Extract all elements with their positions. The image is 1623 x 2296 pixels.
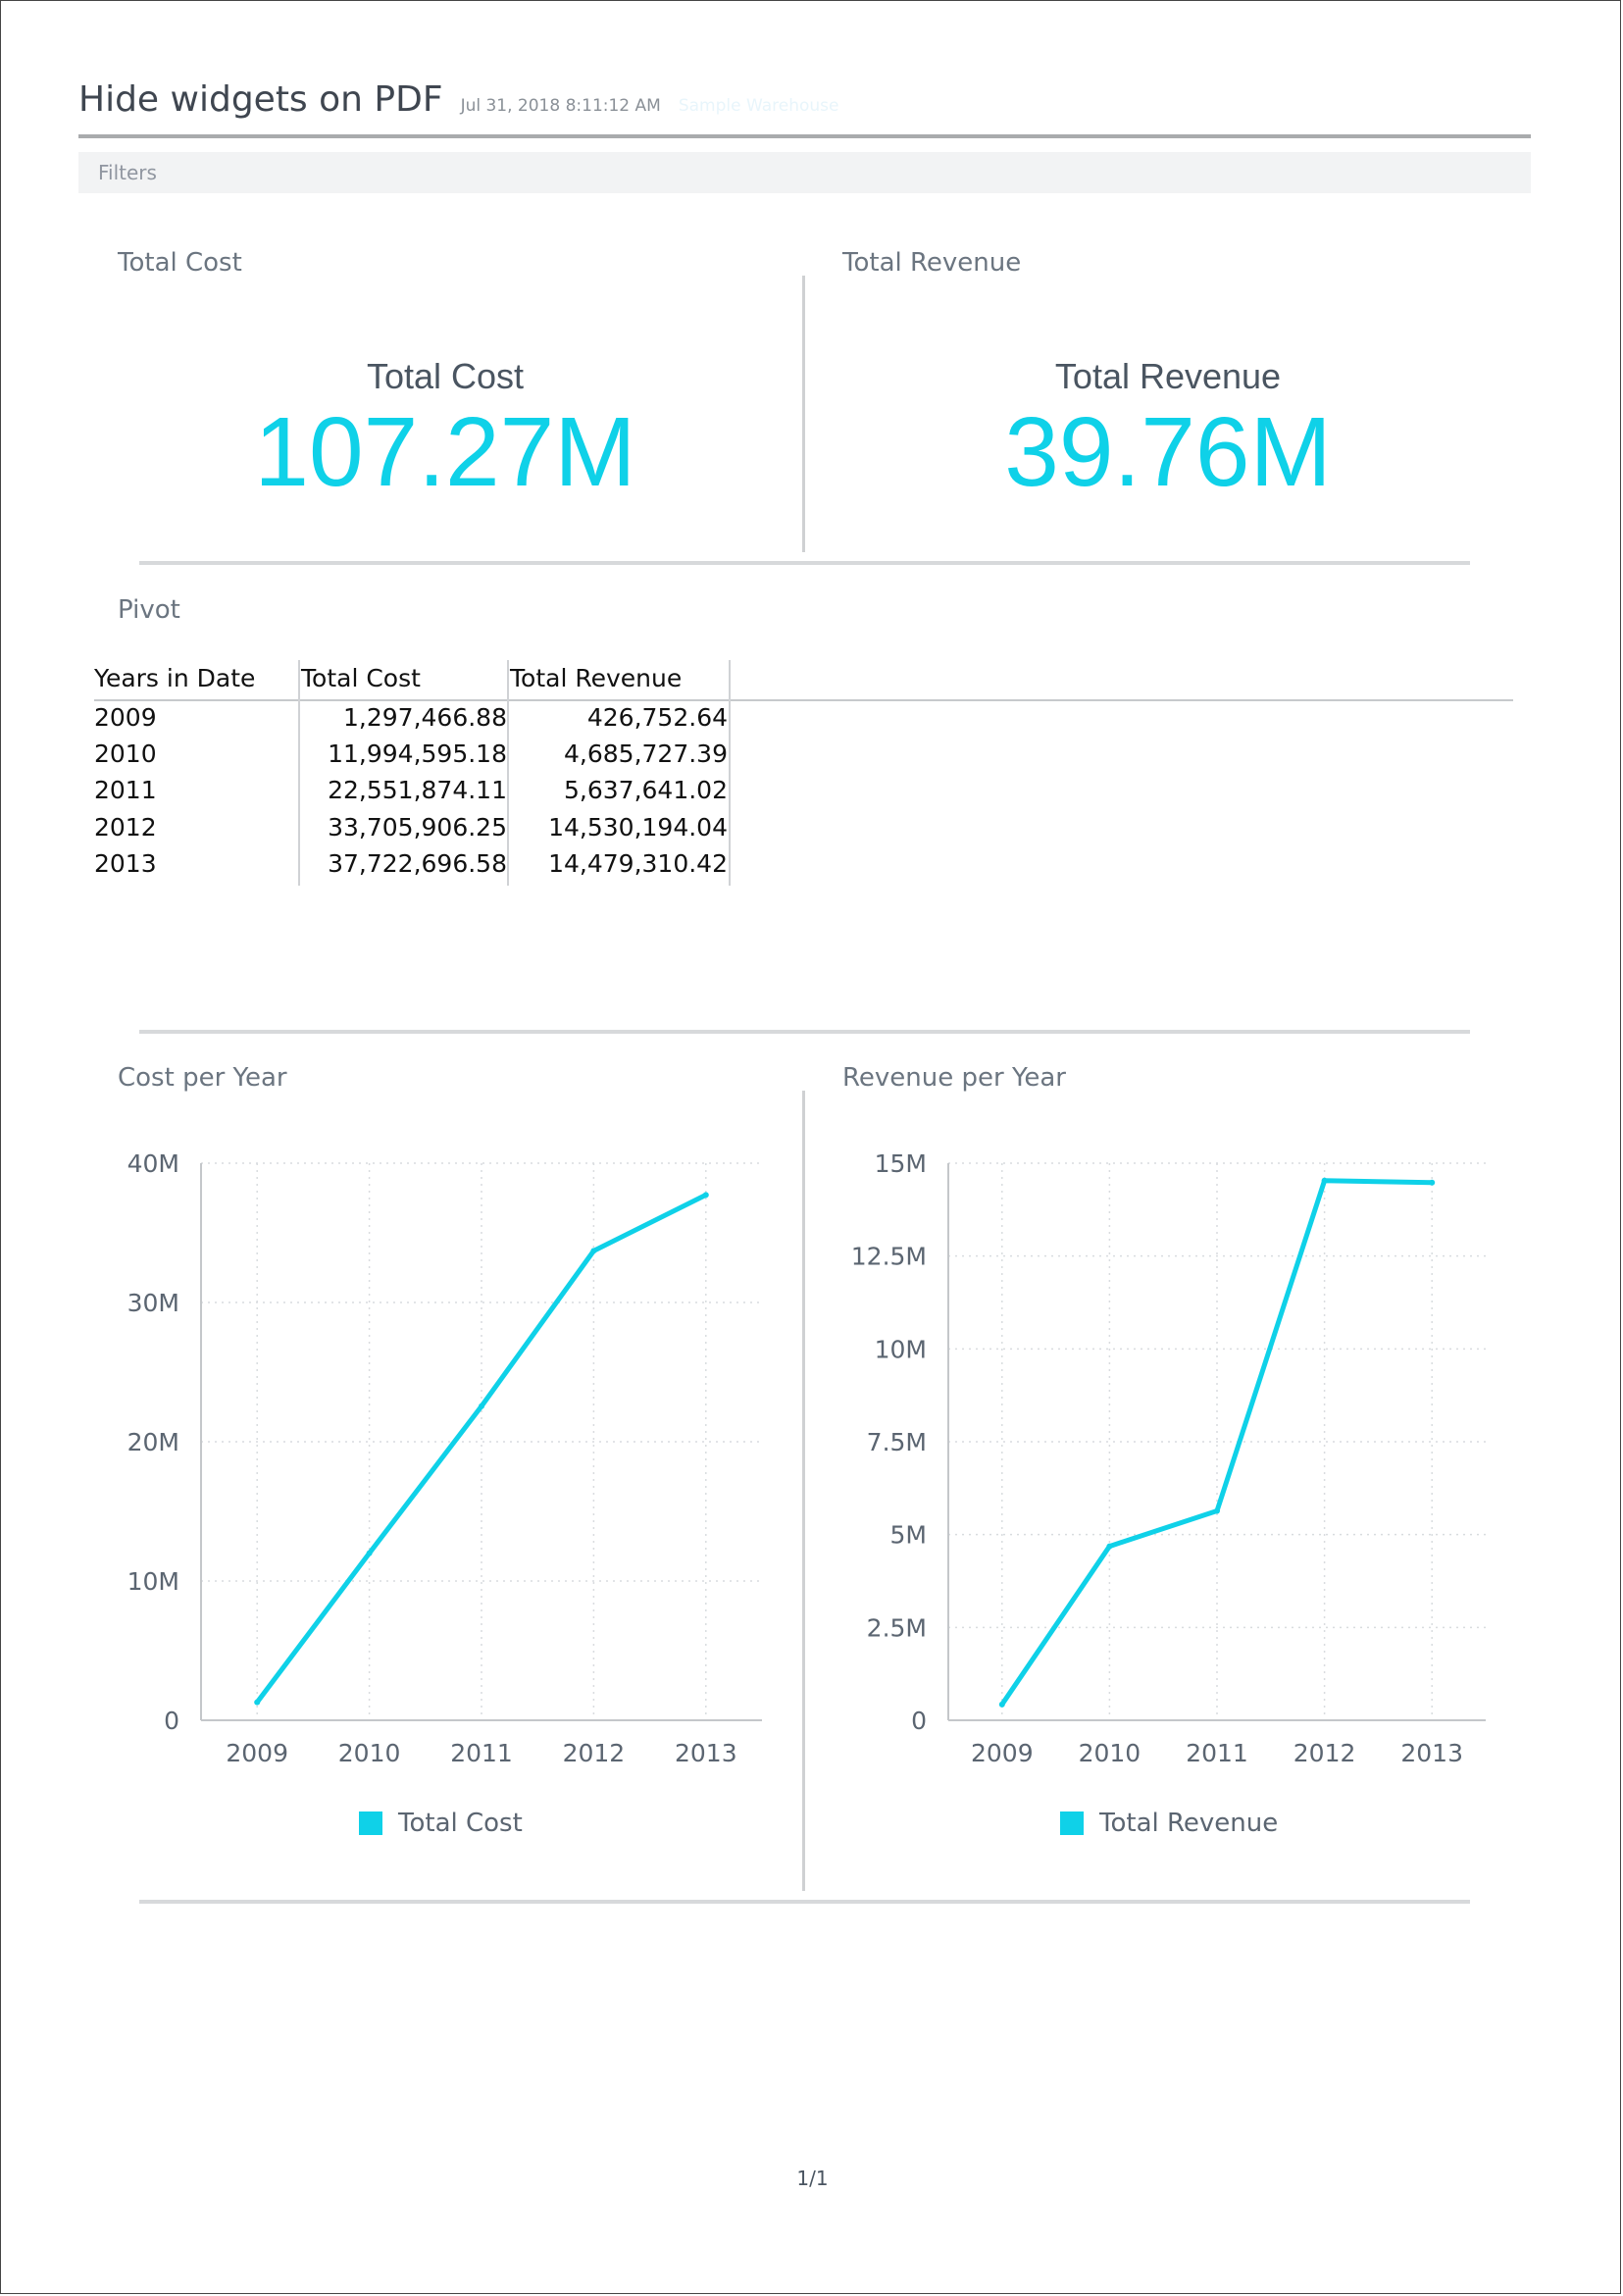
y-tick-label: 12.5M xyxy=(851,1243,927,1271)
pivot-row-year: 2009 xyxy=(94,703,157,732)
data-point[interactable] xyxy=(366,1550,373,1556)
pivot-cell-revenue: 5,637,641.02 xyxy=(564,776,728,804)
cost-line-chart: 0 10M 20M 30M 40M 2009 2010 2011 2012 2013 xyxy=(127,1149,762,1767)
data-point[interactable] xyxy=(1106,1543,1113,1550)
pivot-row-year: 2011 xyxy=(94,776,157,804)
report-title: Hide widgets on PDF xyxy=(78,79,443,120)
pivot-cell-cost: 1,297,466.88 xyxy=(343,703,507,732)
pivot-column-header[interactable]: Total Cost xyxy=(301,664,421,692)
data-point[interactable] xyxy=(1429,1179,1436,1186)
revenue-chart-title: Revenue per Year xyxy=(842,1063,1066,1093)
revenue-kpi-label: Total Revenue xyxy=(1054,356,1282,396)
report-header: Hide widgets on PDF Jul 31, 2018 8:11:12… xyxy=(78,79,1531,138)
filters-label: Filters xyxy=(98,161,157,184)
x-tick-label: 2012 xyxy=(563,1739,626,1767)
pivot-row-year: 2012 xyxy=(94,813,157,842)
data-point[interactable] xyxy=(254,1699,261,1706)
pivot-cell-cost: 22,551,874.11 xyxy=(328,776,507,804)
y-tick-label: 5M xyxy=(890,1521,927,1550)
pivot-column-separator xyxy=(507,660,509,886)
pivot-row-year: 2010 xyxy=(94,740,157,768)
pivot-cell-revenue: 426,752.64 xyxy=(586,703,728,732)
data-point[interactable] xyxy=(590,1248,597,1254)
x-tick-label: 2010 xyxy=(338,1739,401,1767)
chart-divider xyxy=(802,1091,805,1891)
pivot-cell-revenue: 14,479,310.42 xyxy=(548,849,728,878)
legend-swatch xyxy=(359,1811,382,1835)
x-tick-label: 2012 xyxy=(1293,1739,1356,1767)
data-point[interactable] xyxy=(1214,1507,1220,1514)
page-number: 1/1 xyxy=(796,2167,829,2190)
cost-chart-legend[interactable]: Total Cost xyxy=(359,1809,523,1838)
pivot-cell-cost: 11,994,595.18 xyxy=(328,740,507,768)
pivot-header-row xyxy=(94,660,1513,701)
y-tick-label: 7.5M xyxy=(867,1428,927,1456)
data-point[interactable] xyxy=(702,1192,709,1199)
pivot-column-separator xyxy=(298,660,300,886)
section-divider-1 xyxy=(139,561,1470,565)
pivot-column-separator xyxy=(729,701,731,886)
legend-label: Total Revenue xyxy=(1099,1809,1279,1838)
pivot-cell-revenue: 4,685,727.39 xyxy=(564,740,728,768)
pivot-column-header[interactable]: Total Revenue xyxy=(510,664,683,692)
data-point[interactable] xyxy=(998,1701,1005,1708)
data-point[interactable] xyxy=(479,1403,484,1409)
series-line[interactable] xyxy=(999,1178,1435,1708)
pivot-cell-cost: 37,722,696.58 xyxy=(328,849,507,878)
revenue-kpi: Total Revenue 39.76M xyxy=(825,356,1511,501)
x-tick-label: 2011 xyxy=(1186,1739,1248,1767)
y-tick-label: 0 xyxy=(911,1707,927,1735)
x-tick-label: 2013 xyxy=(675,1739,737,1767)
pivot-row-year: 2013 xyxy=(94,849,157,878)
section-divider-2 xyxy=(139,1030,1470,1034)
section-divider-3 xyxy=(139,1900,1470,1904)
data-point[interactable] xyxy=(1321,1177,1328,1184)
y-tick-label: 40M xyxy=(127,1149,179,1178)
pivot-column-header[interactable]: Years in Date xyxy=(94,664,256,692)
y-tick-label: 30M xyxy=(127,1289,179,1317)
x-tick-label: 2010 xyxy=(1079,1739,1141,1767)
y-tick-label: 0 xyxy=(164,1707,179,1735)
revenue-kpi-value: 39.76M xyxy=(1004,397,1332,507)
pivot-cell-revenue: 14,530,194.04 xyxy=(548,813,728,842)
pivot-widget-title: Pivot xyxy=(118,595,180,625)
series-line[interactable] xyxy=(254,1192,709,1706)
report-timestamp: Jul 31, 2018 8:11:12 AM xyxy=(460,96,661,116)
cost-chart-title: Cost per Year xyxy=(118,1063,287,1093)
revenue-line-chart: 0 2.5M 5M 7.5M 10M 12.5M 15M 2009 2010 2011 2012 20… xyxy=(851,1149,1486,1767)
x-tick-label: 2013 xyxy=(1400,1739,1463,1767)
y-tick-label: 15M xyxy=(875,1149,927,1178)
revenue-chart-legend[interactable]: Total Revenue xyxy=(1060,1809,1278,1838)
report-subtitle: Sample Warehouse xyxy=(678,96,839,116)
cost-kpi-value: 107.27M xyxy=(254,397,636,507)
y-tick-label: 20M xyxy=(127,1428,179,1456)
x-tick-label: 2009 xyxy=(226,1739,288,1767)
x-tick-label: 2011 xyxy=(450,1739,513,1767)
legend-swatch xyxy=(1060,1811,1084,1835)
y-tick-label: 10M xyxy=(875,1335,927,1363)
y-tick-label: 10M xyxy=(127,1567,179,1596)
pivot-cell-cost: 33,705,906.25 xyxy=(328,813,507,842)
cost-kpi-label: Total Cost xyxy=(366,356,525,396)
y-tick-label: 2.5M xyxy=(867,1613,927,1642)
kpi-divider xyxy=(802,276,805,552)
pivot-column-separator xyxy=(729,660,731,701)
filters-bar[interactable]: Filters xyxy=(78,152,1531,193)
legend-label: Total Cost xyxy=(398,1809,523,1838)
x-tick-label: 2009 xyxy=(971,1739,1034,1767)
cost-kpi: Total Cost 107.27M xyxy=(102,356,788,501)
cost-widget-title: Total Cost xyxy=(118,248,242,278)
revenue-widget-title: Total Revenue xyxy=(842,248,1022,278)
